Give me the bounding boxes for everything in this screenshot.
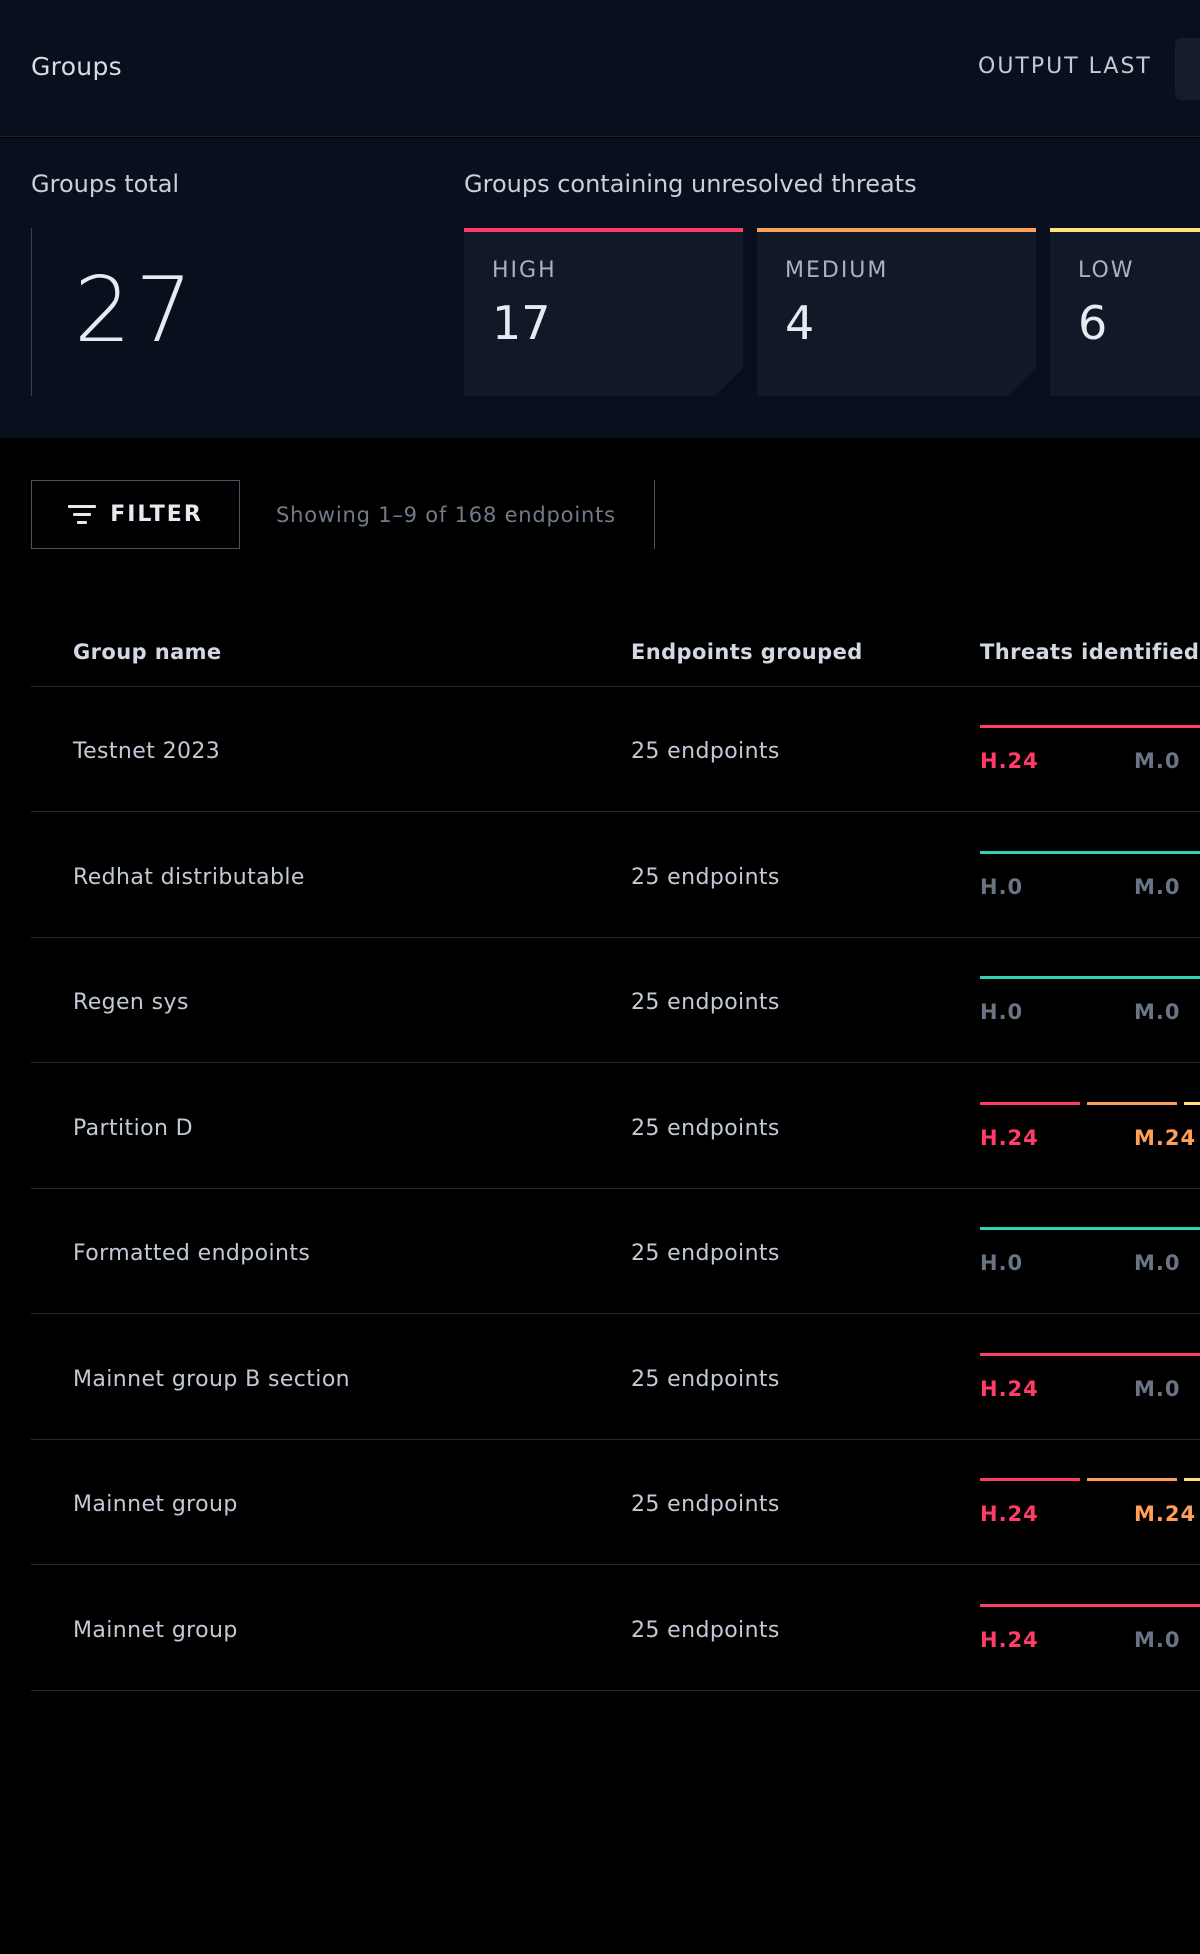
- threat-summary: H.24 M.0: [980, 725, 1200, 785]
- severity-label: MEDIUM: [785, 258, 889, 283]
- groups-total-box: 27: [31, 228, 332, 396]
- group-name[interactable]: Mainnet group: [73, 1492, 238, 1517]
- output-last-dropdown[interactable]: [1175, 38, 1200, 100]
- column-header-endpoints[interactable]: Endpoints grouped: [631, 640, 863, 664]
- groups-total-label: Groups total: [31, 170, 180, 198]
- endpoints-count: 25 endpoints: [631, 990, 780, 1015]
- page-title: Groups: [31, 52, 122, 81]
- output-last-label: OUTPUT LAST: [978, 54, 1152, 79]
- threat-bar-clear: [980, 976, 1200, 979]
- threat-bar-medium: [1087, 1101, 1177, 1105]
- severity-bar-high: [464, 228, 743, 232]
- threat-medium-count: M.0: [1134, 874, 1181, 899]
- threat-summary: H.0 M.0: [980, 850, 1200, 911]
- threat-bar-low: [1184, 1101, 1200, 1105]
- endpoints-count: 25 endpoints: [631, 1115, 780, 1141]
- threat-bar-high: [980, 1478, 1080, 1481]
- endpoints-count: 25 endpoints: [631, 1492, 780, 1517]
- threat-high-count: H.0: [980, 1000, 1024, 1024]
- toolbar-divider: [654, 480, 655, 549]
- group-name[interactable]: Formatted endpoints: [73, 1241, 311, 1266]
- table-row[interactable]: Mainnet group B section 25 endpoints H.24 M…: [31, 1315, 1200, 1440]
- group-name[interactable]: Partition D: [73, 1115, 194, 1141]
- threat-bar-clear: [980, 1227, 1200, 1230]
- threat-high-count: H.24: [980, 749, 1039, 773]
- threat-medium-count: M.0: [1134, 749, 1181, 773]
- filter-button[interactable]: FILTER: [31, 480, 240, 549]
- column-header-group-name[interactable]: Group name: [73, 640, 222, 664]
- table-row[interactable]: Partition D 25 endpoints H.24 M.24: [31, 1064, 1200, 1189]
- endpoints-count: 25 endpoints: [631, 1617, 780, 1643]
- table-row[interactable]: Mainnet group 25 endpoints H.24 M.24: [31, 1440, 1200, 1565]
- threat-bar-high: [980, 725, 1200, 728]
- threat-high-count: H.24: [980, 1376, 1039, 1401]
- groups-total-value: 27: [74, 258, 197, 363]
- threat-bar-low: [1184, 1478, 1200, 1481]
- table-header-divider: [31, 686, 1200, 687]
- threat-medium-count: M.0: [1134, 1251, 1181, 1275]
- results-count: Showing 1–9 of 168 endpoints: [276, 503, 616, 527]
- threat-medium-count: M.0: [1134, 1627, 1181, 1652]
- unresolved-threats-label: Groups containing unresolved threats: [464, 170, 917, 198]
- group-name[interactable]: Testnet 2023: [73, 739, 221, 764]
- threat-medium-count: M.0: [1134, 1376, 1181, 1401]
- endpoints-count: 25 endpoints: [631, 864, 780, 890]
- threat-high-count: H.24: [980, 1502, 1039, 1526]
- threat-high-count: H.0: [980, 874, 1024, 899]
- threat-high-count: H.0: [980, 1251, 1024, 1275]
- severity-value: 17: [492, 296, 551, 350]
- severity-label: LOW: [1078, 258, 1135, 283]
- severity-value: 6: [1078, 296, 1108, 350]
- threat-bar-high: [980, 1603, 1200, 1607]
- table-row[interactable]: Regen sys 25 endpoints H.0 M.0: [31, 938, 1200, 1063]
- threat-summary: H.24 M.24: [980, 1478, 1200, 1538]
- threat-summary: H.24 M.0: [980, 1603, 1200, 1664]
- severity-value: 4: [785, 296, 815, 350]
- severity-card-medium[interactable]: MEDIUM 4: [757, 228, 1036, 396]
- group-name[interactable]: Redhat distributable: [73, 864, 305, 890]
- table-row[interactable]: Testnet 2023 25 endpoints H.24 M.0: [31, 687, 1200, 812]
- severity-card-high[interactable]: HIGH 17: [464, 228, 743, 396]
- threat-summary: H.0 M.0: [980, 1227, 1200, 1287]
- threat-medium-count: M.24: [1134, 1125, 1197, 1150]
- table-row[interactable]: Mainnet group 25 endpoints H.24 M.0: [31, 1566, 1200, 1691]
- threat-medium-count: M.0: [1134, 1000, 1181, 1024]
- threat-summary: H.0 M.0: [980, 976, 1200, 1036]
- group-name[interactable]: Mainnet group: [73, 1617, 238, 1643]
- threat-summary: H.24 M.24: [980, 1101, 1200, 1162]
- endpoints-count: 25 endpoints: [631, 1241, 780, 1266]
- threat-medium-count: M.24: [1134, 1502, 1197, 1526]
- filter-label: FILTER: [110, 502, 203, 527]
- threat-high-count: H.24: [980, 1125, 1039, 1150]
- threat-bar-clear: [980, 850, 1200, 854]
- severity-card-low[interactable]: LOW 6: [1050, 228, 1200, 396]
- severity-bar-low: [1050, 228, 1200, 232]
- group-name[interactable]: Regen sys: [73, 990, 189, 1015]
- table-row[interactable]: Formatted endpoints 25 endpoints H.0 M.0: [31, 1189, 1200, 1314]
- group-name[interactable]: Mainnet group B section: [73, 1366, 351, 1392]
- threat-bar-high: [980, 1101, 1080, 1105]
- endpoints-count: 25 endpoints: [631, 739, 780, 764]
- top-bar: Groups OUTPUT LAST: [0, 0, 1200, 137]
- table-row[interactable]: Redhat distributable 25 endpoints H.0 M.0: [31, 813, 1200, 938]
- filter-icon: [68, 504, 97, 526]
- threat-bar-medium: [1087, 1478, 1177, 1481]
- severity-label: HIGH: [492, 258, 557, 283]
- threat-summary: H.24 M.0: [980, 1352, 1200, 1413]
- threat-bar-high: [980, 1352, 1200, 1356]
- column-header-threats[interactable]: Threats identified: [980, 640, 1200, 664]
- threat-high-count: H.24: [980, 1627, 1039, 1652]
- endpoints-count: 25 endpoints: [631, 1366, 780, 1392]
- severity-bar-medium: [757, 228, 1036, 232]
